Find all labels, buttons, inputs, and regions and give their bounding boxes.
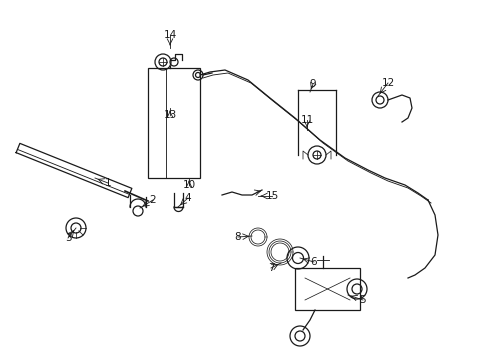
- Text: 10: 10: [182, 180, 195, 190]
- Bar: [148, 68, 200, 178]
- Text: 6: 6: [310, 257, 317, 267]
- Text: 13: 13: [163, 110, 176, 120]
- Text: 3: 3: [64, 233, 71, 243]
- Text: 2: 2: [149, 195, 156, 205]
- Text: 5: 5: [359, 295, 366, 305]
- Text: 14: 14: [163, 30, 176, 40]
- Text: 7: 7: [267, 263, 274, 273]
- Text: 4: 4: [184, 193, 191, 203]
- Text: 8: 8: [234, 232, 241, 242]
- Text: 11: 11: [300, 115, 313, 125]
- Text: 9: 9: [309, 79, 316, 89]
- Text: 15: 15: [265, 191, 278, 201]
- Polygon shape: [16, 143, 132, 198]
- Text: 1: 1: [104, 178, 111, 188]
- Bar: [294, 268, 359, 310]
- Text: 12: 12: [381, 78, 394, 88]
